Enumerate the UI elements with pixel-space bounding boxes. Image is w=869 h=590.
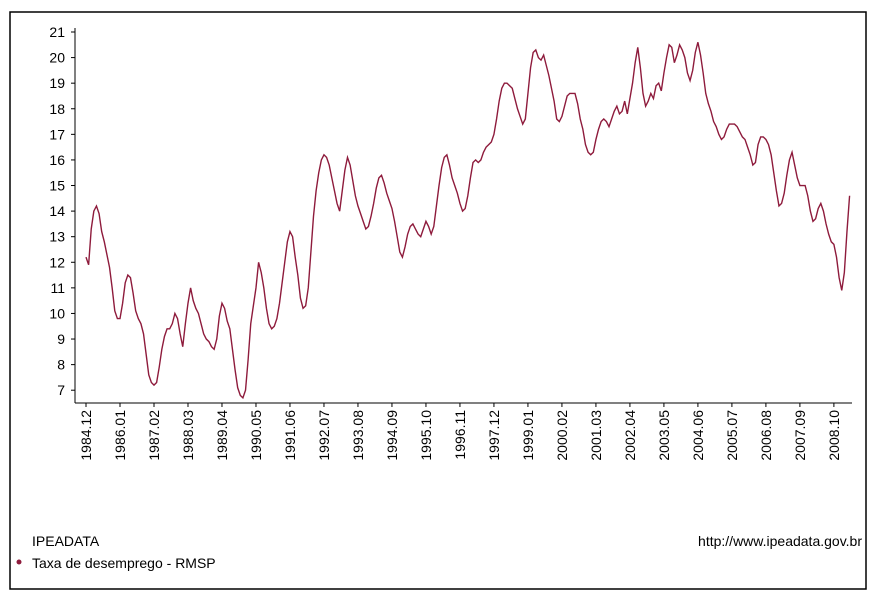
y-tick-label: 16 [49,152,65,168]
x-tick-label: 1996.11 [452,410,468,460]
x-tick-label: 2005.07 [724,410,740,461]
x-tick-label: 1984.12 [78,410,94,461]
y-tick-label: 14 [49,203,65,219]
y-tick-label: 18 [49,101,65,117]
x-tick-label: 2003.05 [656,410,672,461]
y-tick-label: 17 [49,126,65,142]
x-tick-label: 1988.03 [180,410,196,461]
y-tick-label: 15 [49,178,65,194]
x-tick-label: 1989.04 [214,410,230,461]
frame [9,11,867,590]
series-line [85,42,851,400]
y-tick-label: 11 [50,280,65,296]
y-tick-label: 8 [57,357,65,373]
y-tick-label: 12 [49,254,65,270]
x-tick-label: 1997.12 [486,410,502,461]
x-tick-label: 1992.07 [316,410,332,461]
legend-marker [16,559,22,565]
y-tick-label: 20 [49,50,65,66]
y-tick-label: 10 [49,305,65,321]
x-tick-label: 2008.10 [826,410,842,461]
y-tick-label: 21 [49,24,65,40]
x-tick-label: 2006.08 [758,410,774,461]
legend-label: Taxa de desemprego - RMSP [32,555,216,571]
x-tick-label: 1994.09 [384,410,400,461]
x-tick-label: 2001.03 [588,410,604,461]
x-tick-label: 1986.01 [112,410,128,461]
x-tick-label: 2007.09 [792,410,808,461]
x-tick-label: 2004.06 [690,410,706,461]
x-tick-label: 2002.04 [622,410,638,461]
source-url: http://www.ipeadata.gov.br [698,533,862,549]
x-tick-label: 1995.10 [418,410,434,461]
x-tick-label: 1999.01 [520,410,536,461]
y-tick-label: 13 [49,229,65,245]
x-tick-label: 1987.02 [146,410,162,461]
y-tick-label: 7 [57,382,65,398]
y-tick-label: 19 [49,75,65,91]
x-tick-label: 2000.02 [554,410,570,461]
x-tick-label: 1993.08 [350,410,366,461]
y-tick-label: 9 [57,331,65,347]
x-tick-label: 1991.06 [282,410,298,461]
source-label: IPEADATA [32,533,100,549]
x-tick-label: 1990.05 [248,410,264,461]
